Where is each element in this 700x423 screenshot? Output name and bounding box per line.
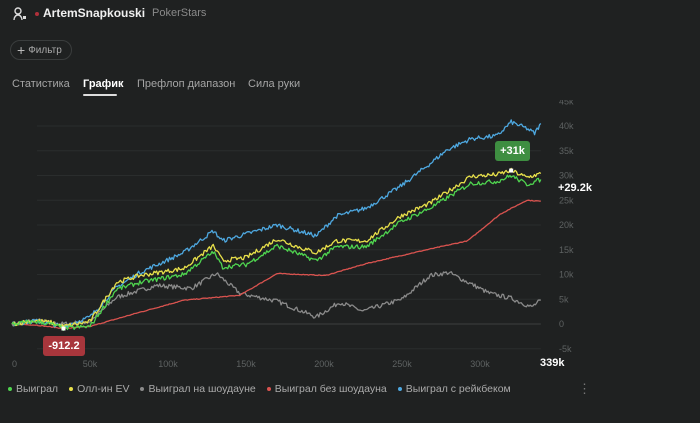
min-point-marker — [61, 326, 66, 331]
x-tick-label: 300k — [470, 359, 490, 369]
y-tick-label: -5k — [559, 344, 572, 354]
legend-label: Выиграл с рейкбеком — [405, 383, 511, 395]
legend-item-rakeback[interactable]: Выиграл с рейкбеком — [397, 383, 511, 395]
y-tick-label: 30k — [559, 171, 574, 181]
legend-label: Выиграл — [16, 383, 59, 395]
legend-item-showdown[interactable]: Выиграл на шоудауне — [140, 383, 256, 395]
legend-dot — [69, 387, 74, 391]
legend-dot — [266, 387, 271, 391]
x-tick-label: 0 — [12, 359, 17, 369]
tab-statistics[interactable]: Статистика — [12, 78, 70, 90]
x-tick-label: 200k — [314, 359, 334, 369]
tab-hand-strength[interactable]: Сила руки — [248, 78, 301, 90]
user-icon — [13, 7, 26, 21]
poker-room: PokerStars — [152, 7, 207, 19]
y-tick-label: 35k — [559, 146, 574, 156]
winnings-chart[interactable]: -5k 0 5k 10k 15k 20k 25k 30k 35k 40k 45k 0 50k 100k 15… — [0, 100, 700, 370]
y-tick-label: 45k — [559, 100, 574, 106]
y-tick-label: 40k — [559, 121, 574, 131]
x-tick-label: 150k — [236, 359, 256, 369]
series-line-2 — [11, 271, 541, 327]
y-tick-label: 0 — [559, 319, 564, 329]
legend-dot — [140, 387, 145, 391]
y-tick-label: 10k — [559, 270, 574, 280]
max-value-tooltip: +31k — [495, 141, 530, 161]
x-tick-label: 50k — [83, 359, 98, 369]
max-point-marker — [509, 168, 514, 173]
y-tick-label: 20k — [559, 220, 574, 230]
series-line-3 — [11, 199, 541, 330]
status-dot — [35, 12, 39, 16]
legend-dot — [397, 387, 402, 391]
add-filter-button[interactable]: + Фильтр — [10, 40, 72, 60]
legend-item-won[interactable]: Выиграл — [8, 383, 58, 395]
x-tick-label: 250k — [392, 359, 412, 369]
x-tick-label: 100k — [158, 359, 178, 369]
legend-item-allin-ev[interactable]: Олл-ин EV — [69, 383, 129, 395]
last-value-label: +29.2k — [558, 182, 592, 194]
plus-icon: + — [17, 42, 26, 58]
y-tick-label: 15k — [559, 245, 574, 255]
legend-item-non-showdown[interactable]: Выиграл без шоудауна — [266, 383, 387, 395]
tab-preflop-range[interactable]: Префлоп диапазон — [137, 78, 236, 90]
legend: Выиграл Олл-ин EV Выиграл на шоудауне Вы… — [8, 383, 511, 395]
tab-graph[interactable]: График — [83, 78, 124, 90]
y-tick-label: 5k — [559, 294, 569, 304]
more-options-icon[interactable]: ⋮ — [578, 381, 591, 396]
legend-label: Выиграл на шоудауне — [148, 383, 256, 395]
x-last-label: 339k — [540, 357, 565, 369]
min-value-tooltip: -912.2 — [43, 336, 85, 356]
series-line-1 — [11, 167, 542, 329]
series-line-0 — [11, 174, 542, 331]
legend-label: Выиграл без шоудауна — [274, 383, 387, 395]
legend-label: Олл-ин EV — [77, 383, 130, 395]
filter-label: Фильтр — [28, 44, 62, 56]
legend-dot — [8, 387, 12, 391]
y-tick-label: 25k — [559, 195, 574, 205]
active-tab-indicator — [83, 94, 117, 96]
username[interactable]: ArtemSnapkouski — [43, 6, 146, 20]
